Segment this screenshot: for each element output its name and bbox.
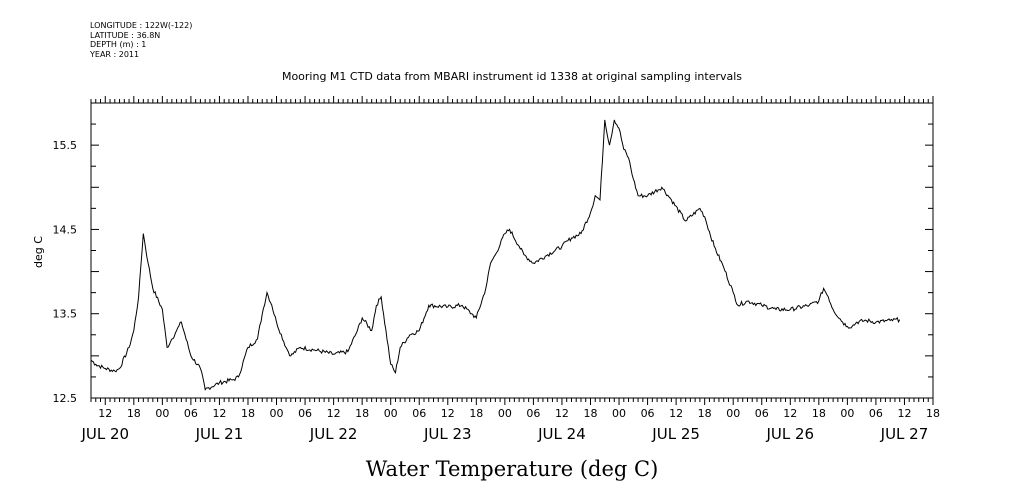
x-hour-label: 00 xyxy=(384,407,398,420)
x-day-label: JUL 26 xyxy=(765,425,814,443)
x-hour-label: 18 xyxy=(241,407,255,420)
x-hour-label: 12 xyxy=(327,407,341,420)
x-hour-label: 12 xyxy=(555,407,569,420)
x-hour-label: 00 xyxy=(726,407,740,420)
x-hour-label: 06 xyxy=(298,407,312,420)
x-hour-label: 06 xyxy=(755,407,769,420)
x-hour-label: 00 xyxy=(612,407,626,420)
temperature-series-line xyxy=(90,119,901,391)
x-day-label: JUL 25 xyxy=(651,425,700,443)
x-axis-label: Water Temperature (deg C) xyxy=(366,457,659,481)
plot-border xyxy=(90,102,934,399)
x-hour-label: 12 xyxy=(441,407,455,420)
dataset-metadata: LONGITUDE : 122W(-122) LATITUDE : 36.8N … xyxy=(90,21,192,59)
longitude-text: LONGITUDE : 122W(-122) xyxy=(90,21,193,30)
x-hour-label: 18 xyxy=(355,407,369,420)
x-hour-label: 18 xyxy=(127,407,141,420)
depth-text: DEPTH (m) : 1 xyxy=(90,40,147,49)
x-hour-label: 12 xyxy=(98,407,112,420)
plot-area xyxy=(90,102,934,399)
x-axis: 12 18 00 06 12 18 00 06 12 18 00 06 12 18 00 06 12 18 00 06… xyxy=(80,96,940,443)
y-tick-label: 12.5 xyxy=(53,392,78,405)
x-day-label: JUL 21 xyxy=(195,425,244,443)
x-hour-label: 00 xyxy=(498,407,512,420)
x-hour-label: 06 xyxy=(526,407,540,420)
y-tick-label: 13.5 xyxy=(53,308,78,321)
x-day-label: JUL 24 xyxy=(537,425,586,443)
y-tick-label: 14.5 xyxy=(53,223,78,236)
x-hour-label: 18 xyxy=(812,407,826,420)
y-axis-label: deg C xyxy=(32,236,45,268)
latitude-text: LATITUDE : 36.8N xyxy=(90,30,161,40)
x-day-label: JUL 22 xyxy=(309,425,358,443)
year-text: YEAR : 2011 xyxy=(90,49,140,59)
x-hour-label: 06 xyxy=(184,407,198,420)
x-hour-label: 12 xyxy=(669,407,683,420)
x-day-label: JUL 23 xyxy=(423,425,472,443)
x-hour-label: 18 xyxy=(698,407,712,420)
x-hour-label: 12 xyxy=(897,407,911,420)
x-day-label: JUL 20 xyxy=(80,425,129,443)
x-hour-label: 06 xyxy=(412,407,426,420)
x-hour-label: 06 xyxy=(869,407,883,420)
y-axis: 12.5 13.5 14.5 15.5 xyxy=(53,102,933,405)
x-hour-label: 12 xyxy=(783,407,797,420)
x-hour-label: 06 xyxy=(641,407,655,420)
chart-title: Mooring M1 CTD data from MBARI instrumen… xyxy=(282,70,742,83)
x-hour-label: 12 xyxy=(212,407,226,420)
x-hour-label: 18 xyxy=(926,407,940,420)
x-hour-label: 18 xyxy=(469,407,483,420)
x-day-label: JUL 27 xyxy=(880,425,929,443)
x-hour-label: 00 xyxy=(155,407,169,420)
x-hour-label: 00 xyxy=(840,407,854,420)
x-hour-label: 00 xyxy=(270,407,284,420)
y-tick-label: 15.5 xyxy=(53,139,78,152)
x-hour-label: 18 xyxy=(583,407,597,420)
